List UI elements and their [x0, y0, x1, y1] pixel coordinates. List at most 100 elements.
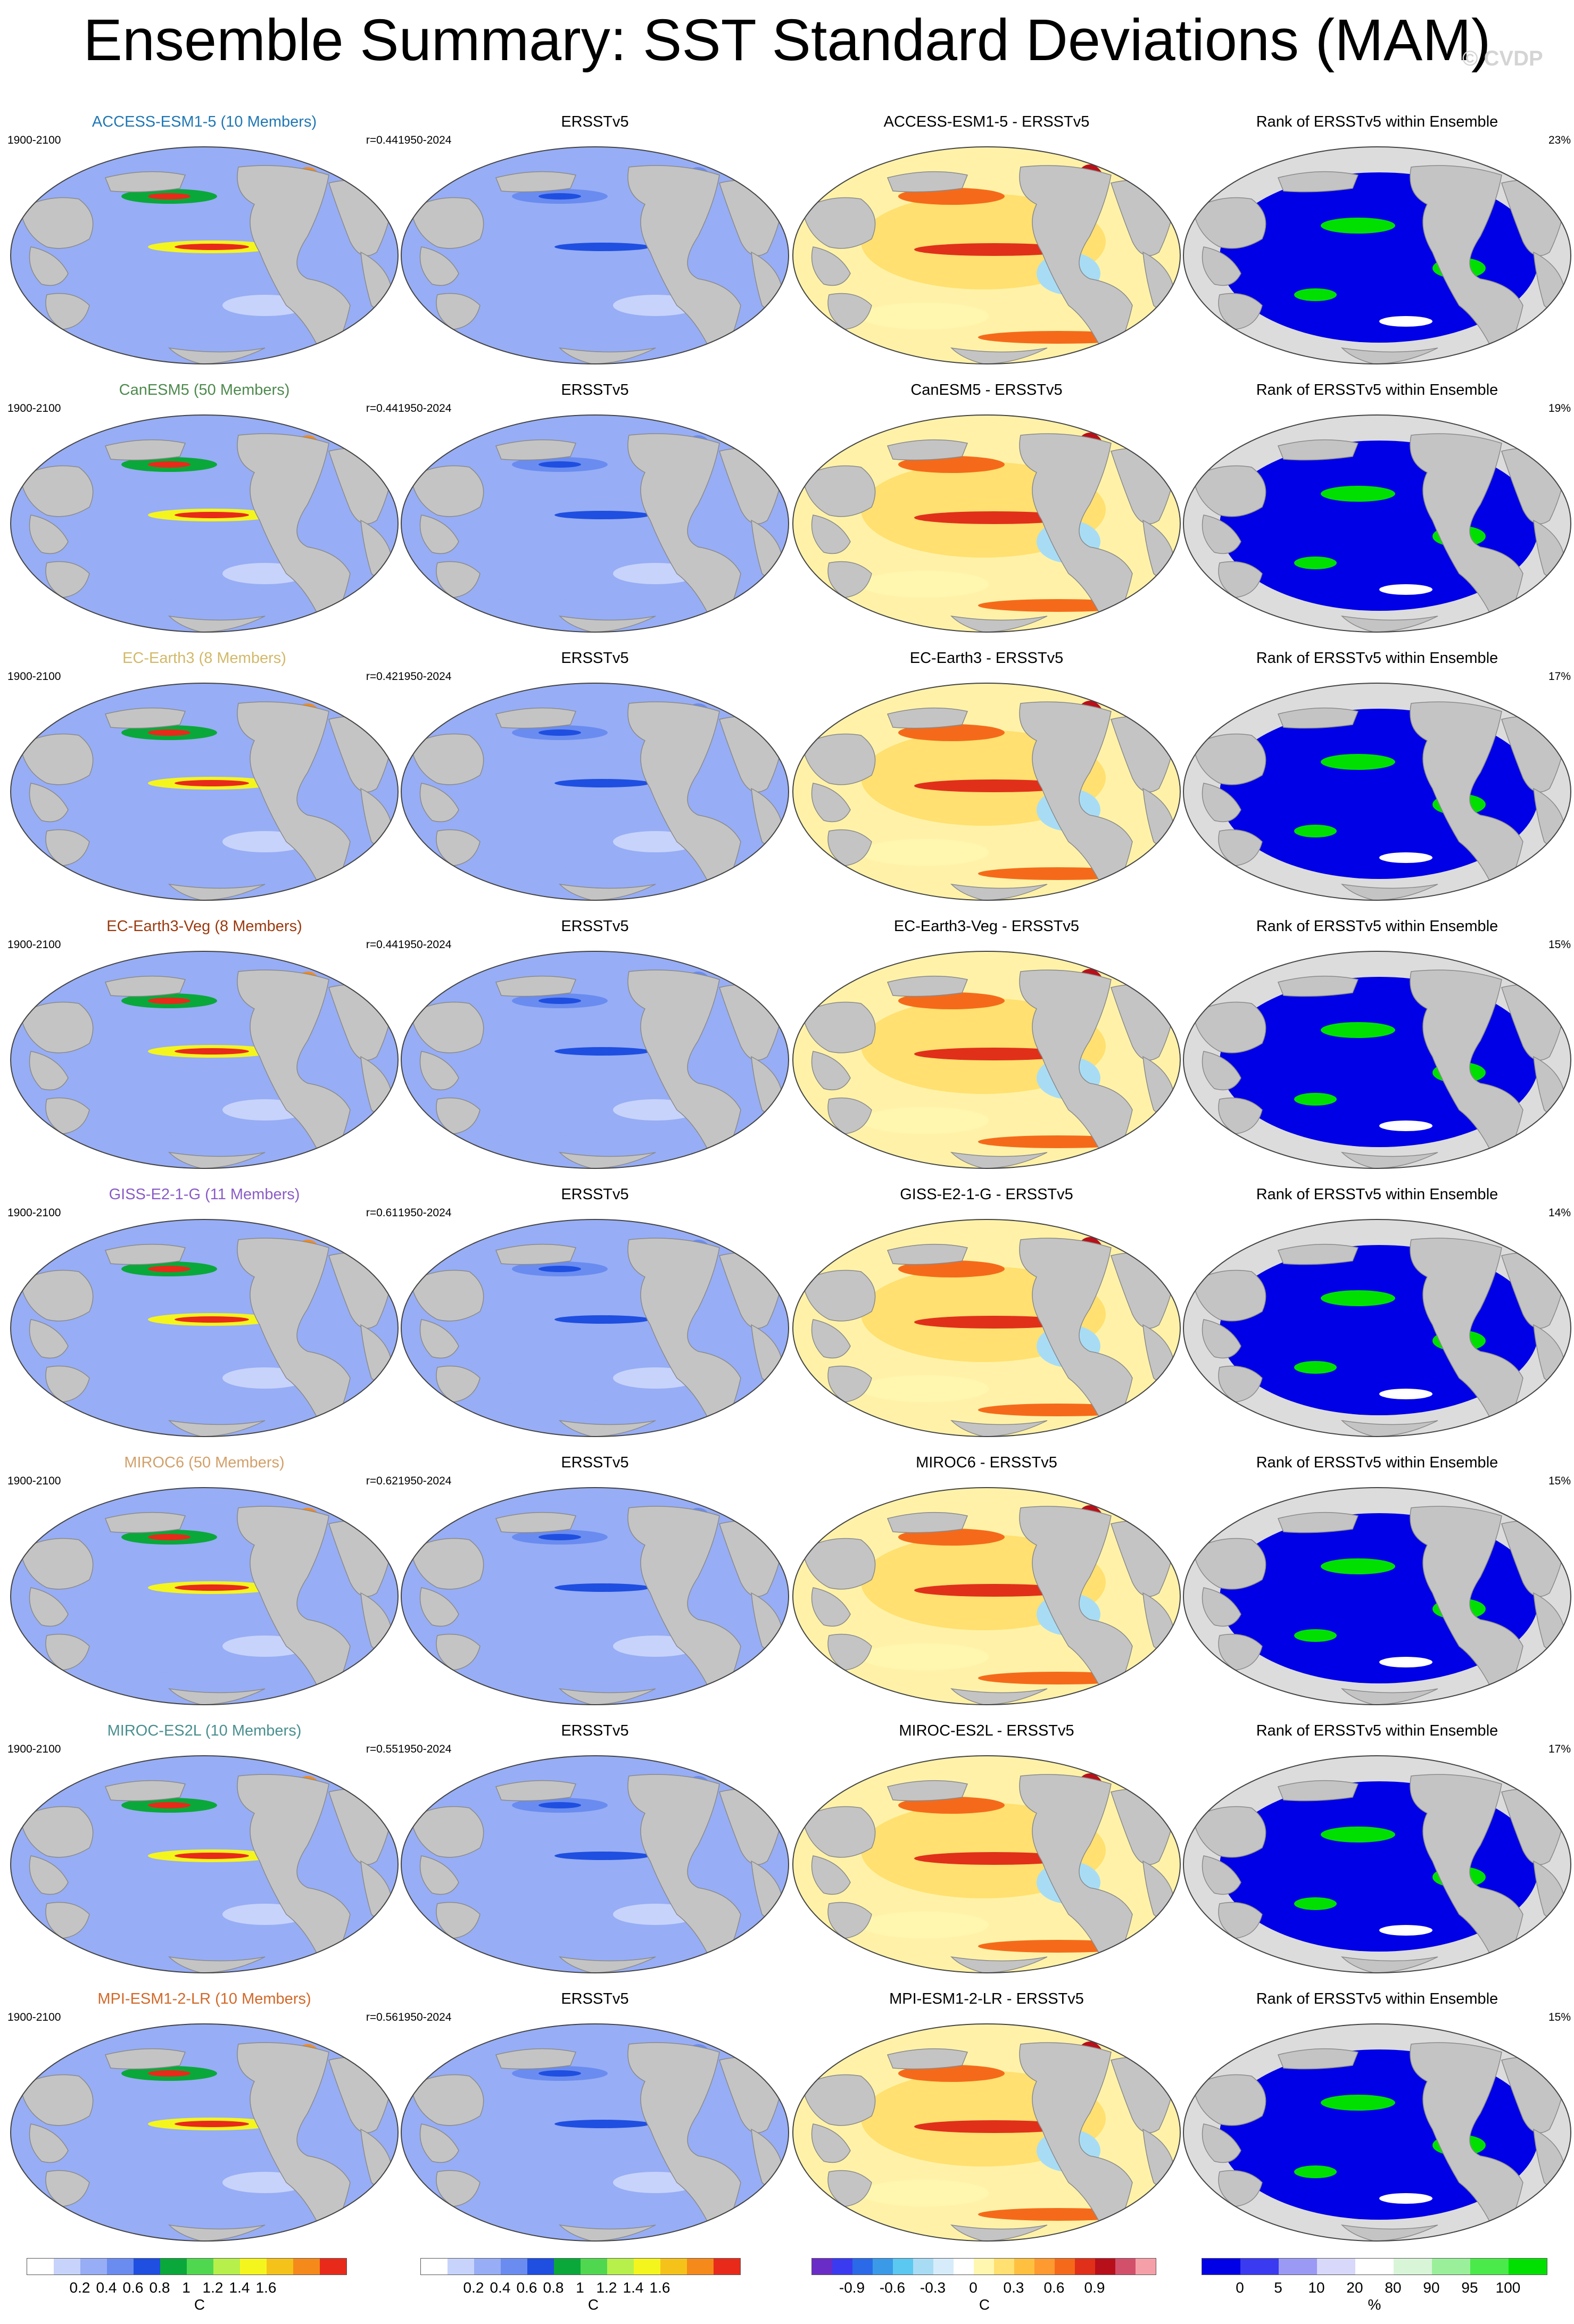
rank-map [1183, 2023, 1571, 2242]
colorbar-swatch [873, 2259, 893, 2275]
colorbar-swatch [1095, 2259, 1115, 2275]
colorbar-tick-label: 0.3 [1003, 2279, 1024, 2296]
colorbar-tick-label: 5 [1274, 2279, 1282, 2296]
model-sd-map [10, 1487, 399, 1705]
colorbar-swatch [893, 2259, 913, 2275]
obs-period: 1950-2024 [398, 402, 452, 414]
obs-title: ERSSTv5 [561, 381, 629, 399]
model-period: 1900-2100 [7, 134, 61, 146]
obs-period: 1950-2024 [398, 939, 452, 951]
model-title: MIROC6 (50 Members) [124, 1454, 285, 1471]
colorbar-tick-label: 0.2 [463, 2279, 484, 2296]
colorbar-tick-label: 20 [1346, 2279, 1363, 2296]
colorbar-swatch [832, 2259, 852, 2275]
colorbar-swatch [80, 2259, 107, 2275]
obs-sd-panel: ERSSTv5 1950-2024 [398, 379, 792, 645]
colorbar-swatch [1470, 2259, 1509, 2275]
rank-panel: Rank of ERSSTv5 within Ensemble 17% [1180, 647, 1574, 913]
rank-map [1183, 683, 1571, 901]
rank-map [1183, 951, 1571, 1169]
colorbar-swatch [554, 2259, 581, 2275]
pattern-correlation: r=0.44 [366, 134, 398, 146]
colorbar-swatch [474, 2259, 501, 2275]
difference-title: ACCESS-ESM1-5 - ERSSTv5 [883, 113, 1090, 130]
difference-title: GISS-E2-1-G - ERSSTv5 [900, 1186, 1073, 1203]
colorbar-swatch [1240, 2259, 1279, 2275]
difference-panel: EC-Earth3-Veg - ERSSTv5 [790, 915, 1183, 1181]
model-sd-map [10, 146, 399, 364]
rank-panel: Rank of ERSSTv5 within Ensemble 14% [1180, 1183, 1574, 1449]
colorbar-swatch [213, 2259, 240, 2275]
page-title: Ensemble Summary: SST Standard Deviation… [83, 7, 1491, 73]
model-title: EC-Earth3 (8 Members) [122, 650, 286, 667]
obs-title: ERSSTv5 [561, 113, 629, 130]
obs-period: 1950-2024 [398, 1743, 452, 1755]
colorbar-swatch [448, 2259, 474, 2275]
colorbar-tick-label: 95 [1461, 2279, 1478, 2296]
rank-map [1183, 1219, 1571, 1437]
obs-sd-panel: ERSSTv5 1950-2024 [398, 1988, 792, 2254]
obs-title: ERSSTv5 [561, 1722, 629, 1739]
colorbar-tick-label: 0.6 [1043, 2279, 1065, 2296]
pattern-correlation: r=0.42 [366, 670, 398, 683]
difference-title: MIROC6 - ERSSTv5 [916, 1454, 1057, 1471]
rank-title: Rank of ERSSTv5 within Ensemble [1256, 113, 1498, 130]
colorbar-tick-label: -0.3 [919, 2279, 946, 2296]
rank-map [1183, 1487, 1571, 1705]
difference-panel: MIROC-ES2L - ERSSTv5 [790, 1720, 1183, 1986]
colorbar-tick-label: 0 [969, 2279, 977, 2296]
colorbar-swatch [1115, 2259, 1136, 2275]
difference-map [792, 2023, 1181, 2242]
difference-title: EC-Earth3-Veg - ERSSTv5 [893, 918, 1080, 935]
pattern-correlation: r=0.56 [366, 2011, 398, 2023]
colorbar-swatch [954, 2259, 974, 2275]
colorbar-swatch [293, 2259, 320, 2275]
rank-map [1183, 414, 1571, 633]
model-sd-panel: EC-Earth3 (8 Members) 1900-2100 r=0.42 [7, 647, 401, 913]
colorbar-swatch [1136, 2259, 1156, 2275]
cvdp-credit: © CVDP [1462, 47, 1543, 70]
model-period: 1900-2100 [7, 2011, 61, 2023]
difference-panel: MIROC6 - ERSSTv5 [790, 1451, 1183, 1717]
sd-colorbar-unit: C [194, 2296, 205, 2313]
difference-map [792, 1219, 1181, 1437]
colorbar-tick-label: 1.2 [202, 2279, 223, 2296]
difference-panel: MPI-ESM1-2-LR - ERSSTv5 [790, 1988, 1183, 2254]
colorbar-swatch [187, 2259, 213, 2275]
obs-title: ERSSTv5 [561, 1186, 629, 1203]
obs-period: 1950-2024 [398, 2011, 452, 2023]
colorbar-swatch [160, 2259, 187, 2275]
model-title: ACCESS-ESM1-5 (10 Members) [92, 113, 317, 130]
obs-sd-panel: ERSSTv5 1950-2024 [398, 1451, 792, 1717]
obs-title: ERSSTv5 [561, 1454, 629, 1471]
colorbar-tick-label: 0 [1236, 2279, 1244, 2296]
colorbar-swatch [134, 2259, 160, 2275]
pattern-correlation: r=0.44 [366, 402, 398, 414]
colorbar-tick-label: 0.8 [543, 2279, 564, 2296]
colorbar-tick-label: 1.2 [596, 2279, 617, 2296]
rank-panel: Rank of ERSSTv5 within Ensemble 19% [1180, 379, 1574, 645]
pattern-correlation: r=0.61 [366, 1207, 398, 1219]
obs-sd-map [401, 951, 789, 1169]
colorbar-swatch [501, 2259, 527, 2275]
model-sd-panel: ACCESS-ESM1-5 (10 Members) 1900-2100 r=0… [7, 111, 401, 377]
colorbar-swatch [527, 2259, 554, 2275]
model-sd-panel: MPI-ESM1-2-LR (10 Members) 1900-2100 r=0… [7, 1988, 401, 2254]
rank-percent: 14% [1548, 1207, 1571, 1219]
colorbar-swatch [54, 2259, 80, 2275]
rank-title: Rank of ERSSTv5 within Ensemble [1256, 1990, 1498, 2007]
colorbar-swatch [1034, 2259, 1055, 2275]
colorbar-tick-label: 0.8 [149, 2279, 170, 2296]
difference-map [792, 146, 1181, 364]
colorbar-swatch [913, 2259, 933, 2275]
colorbar-swatch [933, 2259, 954, 2275]
colorbar-swatch [1075, 2259, 1095, 2275]
sd-colorbar-boxes [420, 2258, 741, 2275]
rank-percent: 15% [1548, 939, 1571, 951]
obs-sd-map [401, 1487, 789, 1705]
colorbar-tick-label: 10 [1308, 2279, 1325, 2296]
rank-map [1183, 146, 1571, 364]
diff-colorbar-boxes [811, 2258, 1156, 2275]
model-sd-panel: MIROC-ES2L (10 Members) 1900-2100 r=0.55 [7, 1720, 401, 1986]
difference-panel: GISS-E2-1-G - ERSSTv5 [790, 1183, 1183, 1449]
